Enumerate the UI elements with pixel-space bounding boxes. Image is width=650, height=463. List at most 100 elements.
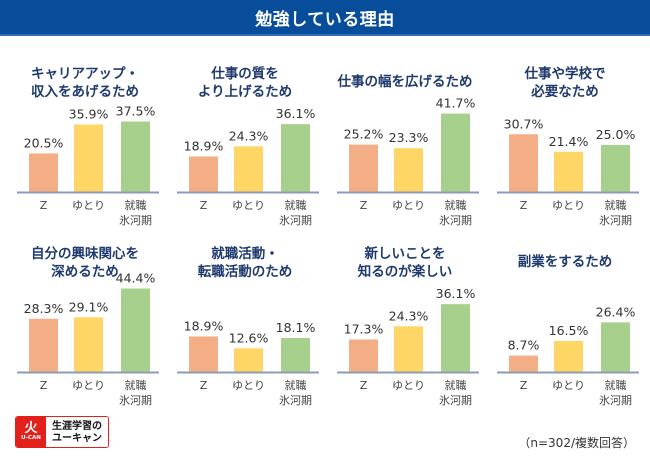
bar-z	[29, 318, 58, 372]
page-title: 勉強している理由	[255, 9, 395, 30]
ucan-logo: ⽕ U-CAN 生涯学習の ユーキャン	[15, 416, 109, 448]
value-label: 35.9%	[69, 107, 109, 122]
category-label: ゆとり	[72, 199, 105, 212]
value-label: 16.5%	[549, 323, 589, 338]
value-label: 28.3%	[24, 301, 64, 316]
value-label: 26.4%	[596, 304, 636, 319]
panel-title-line: 仕事の幅を広げるため	[337, 73, 473, 90]
bar-hyogaki	[441, 304, 470, 372]
category-label: Z	[360, 199, 368, 212]
panel-title-line: 転職活動のため	[198, 263, 293, 280]
value-label: 25.2%	[344, 127, 384, 142]
category-label: Z	[360, 379, 368, 392]
category-label: 氷河期	[279, 214, 312, 227]
value-label: 36.1%	[436, 286, 476, 301]
category-label: ゆとり	[552, 379, 585, 392]
bar-hyogaki	[281, 337, 310, 372]
value-label: 18.1%	[276, 320, 316, 335]
bar-z	[509, 134, 538, 192]
bar-yutori	[74, 124, 103, 192]
bar-hyogaki	[121, 288, 150, 372]
category-label: 就職	[125, 198, 147, 212]
value-label: 17.3%	[344, 321, 384, 336]
logo-line-2: ユーキャン	[52, 432, 102, 444]
category-label: Z	[200, 199, 208, 212]
bar-yutori	[554, 151, 583, 192]
value-label: 21.4%	[549, 134, 589, 149]
category-label: ゆとり	[392, 199, 425, 212]
value-label: 29.1%	[69, 299, 109, 314]
panel-title-line: 知るのが楽しい	[358, 263, 453, 280]
ucan-logo-mark: ⽕ U-CAN	[16, 417, 46, 447]
category-label: 就職	[285, 378, 307, 392]
category-label: ゆとり	[232, 199, 265, 212]
category-label: 就職	[125, 378, 147, 392]
category-label: Z	[40, 199, 48, 212]
bar-yutori	[394, 148, 423, 192]
category-label: Z	[40, 379, 48, 392]
category-label: 氷河期	[119, 394, 152, 407]
category-label: 就職	[285, 198, 307, 212]
category-label: Z	[200, 379, 208, 392]
sample-note: （n=302/複数回答）	[518, 436, 635, 450]
panel-title-line: 収入をあげるため	[31, 84, 139, 100]
panel-title-line: 必要なため	[530, 83, 599, 100]
panel-title-line: 仕事の質を	[210, 65, 279, 82]
bar-hyogaki	[601, 145, 630, 192]
category-label: ゆとり	[392, 379, 425, 392]
category-label: 氷河期	[599, 214, 632, 227]
bar-z	[349, 144, 378, 192]
value-label: 18.9%	[184, 138, 224, 153]
category-label: Z	[520, 199, 528, 212]
panel-title-line: キャリアアップ・	[31, 66, 139, 82]
category-label: 氷河期	[119, 214, 152, 227]
value-label: 24.3%	[229, 128, 269, 143]
value-label: 8.7%	[508, 338, 540, 353]
bar-yutori	[74, 317, 103, 372]
bar-z	[29, 153, 58, 192]
bar-hyogaki	[281, 124, 310, 192]
bar-z	[189, 156, 218, 192]
panel-title-line: 新しいことを	[365, 245, 446, 262]
category-label: 氷河期	[439, 394, 472, 407]
ucan-logo-icon: ⽕	[24, 421, 38, 436]
bar-hyogaki	[441, 113, 470, 192]
category-label: 氷河期	[279, 394, 312, 407]
value-label: 18.9%	[184, 318, 224, 333]
value-label: 30.7%	[504, 116, 544, 131]
value-label: 20.5%	[24, 135, 64, 150]
bar-yutori	[554, 340, 583, 372]
value-label: 23.3%	[389, 130, 429, 145]
category-label: 就職	[605, 378, 627, 392]
category-label: ゆとり	[232, 379, 265, 392]
category-label: 就職	[445, 378, 467, 392]
value-label: 44.4%	[116, 271, 156, 286]
ucan-logo-wordmark: U-CAN	[21, 435, 41, 441]
category-label: 就職	[445, 198, 467, 212]
category-label: ゆとり	[72, 379, 105, 392]
bar-yutori	[394, 326, 423, 372]
category-label: ゆとり	[552, 199, 585, 212]
panel-title-line: 仕事や学校で	[524, 65, 606, 82]
bar-yutori	[234, 348, 263, 372]
value-label: 37.5%	[116, 104, 156, 119]
panel-title-line: 副業をするため	[518, 253, 613, 270]
bar-z	[189, 336, 218, 372]
category-label: Z	[520, 379, 528, 392]
value-label: 24.3%	[389, 308, 429, 323]
value-label: 41.7%	[436, 96, 476, 111]
panel-title-line: 就職活動・	[211, 245, 279, 262]
logo-line-1: 生涯学習の	[52, 420, 102, 432]
ucan-logo-text: 生涯学習の ユーキャン	[46, 417, 108, 447]
bar-hyogaki	[601, 322, 630, 372]
value-label: 12.6%	[229, 330, 269, 345]
bar-hyogaki	[121, 121, 150, 192]
panel-title-line: より上げるため	[198, 84, 292, 100]
bar-z	[509, 355, 538, 372]
category-label: 氷河期	[439, 214, 472, 227]
panel-title-line: 自分の興味関心を	[31, 245, 139, 262]
category-label: 氷河期	[599, 394, 632, 407]
value-label: 25.0%	[596, 127, 636, 142]
bar-z	[349, 339, 378, 372]
